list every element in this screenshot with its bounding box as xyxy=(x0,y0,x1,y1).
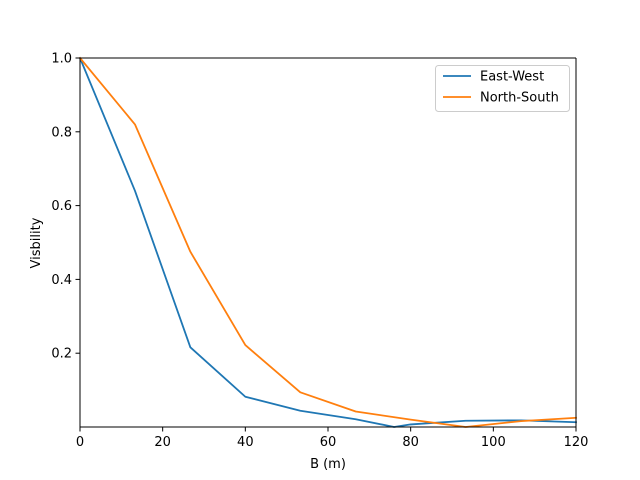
x-tick-label: 100 xyxy=(481,435,506,450)
y-tick-label: 0.8 xyxy=(51,125,72,140)
plot-area xyxy=(80,58,576,427)
legend-label-north-south: North-South xyxy=(480,91,559,106)
x-tick-label: 120 xyxy=(564,435,589,450)
series-line-north-south xyxy=(78,56,577,428)
legend-label-east-west: East-West xyxy=(480,70,544,85)
y-tick-label: 0.6 xyxy=(51,199,72,214)
y-tick-label: 1.0 xyxy=(51,52,72,67)
y-axis-label: Visbility xyxy=(29,217,44,268)
x-tick-label: 80 xyxy=(402,435,419,450)
x-axis-ticks: 0 20 40 60 80 100 120 xyxy=(76,427,589,450)
x-tick-label: 40 xyxy=(237,435,254,450)
series-layer xyxy=(78,56,577,428)
legend: East-West North-South xyxy=(435,65,570,112)
y-tick-label: 0.2 xyxy=(51,347,72,362)
x-tick-label: 20 xyxy=(154,435,171,450)
x-tick-label: 60 xyxy=(320,435,337,450)
legend-frame xyxy=(435,65,570,112)
x-axis-label: B (m) xyxy=(310,457,346,472)
y-axis-ticks: 0.2 0.4 0.6 0.8 1.0 xyxy=(51,52,80,362)
x-tick-label: 0 xyxy=(76,435,84,450)
series-line-east-west xyxy=(78,56,577,428)
y-tick-label: 0.4 xyxy=(51,273,72,288)
